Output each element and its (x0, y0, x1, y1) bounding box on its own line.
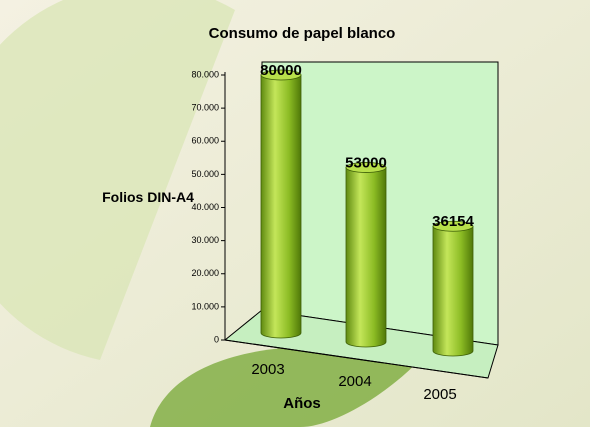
y-tick-label: 0 (214, 334, 219, 344)
x-axis-label: Años (283, 395, 321, 412)
bar-top (345, 162, 387, 173)
bar (345, 167, 387, 348)
x-tick-label: 2004 (338, 373, 371, 390)
data-label: 53000 (345, 154, 387, 171)
y-tick-label: 20.000 (191, 268, 219, 278)
bar-top (432, 220, 474, 232)
y-tick-label: 60.000 (191, 136, 219, 146)
data-label: 80000 (260, 62, 302, 79)
decor (0, 0, 235, 360)
bar (432, 225, 474, 357)
y-tick-label: 80.000 (191, 69, 219, 79)
x-axis (224, 339, 489, 379)
bar-top (260, 69, 302, 81)
y-axis-label: Folios DIN-A4 (102, 189, 194, 205)
data-label: 36154 (432, 213, 474, 230)
bar (260, 74, 302, 339)
chart-title: Consumo de papel blanco (209, 25, 396, 42)
decor (150, 346, 420, 427)
y-tick-label: 30.000 (191, 235, 219, 245)
y-tick-label: 50.000 (191, 169, 219, 179)
x-tick-label: 2003 (251, 361, 284, 378)
y-tick-label: 70.000 (191, 103, 219, 113)
y-tick-label: 40.000 (191, 202, 219, 212)
y-tick-label: 10.000 (191, 301, 219, 311)
x-tick-label: 2005 (423, 386, 456, 403)
